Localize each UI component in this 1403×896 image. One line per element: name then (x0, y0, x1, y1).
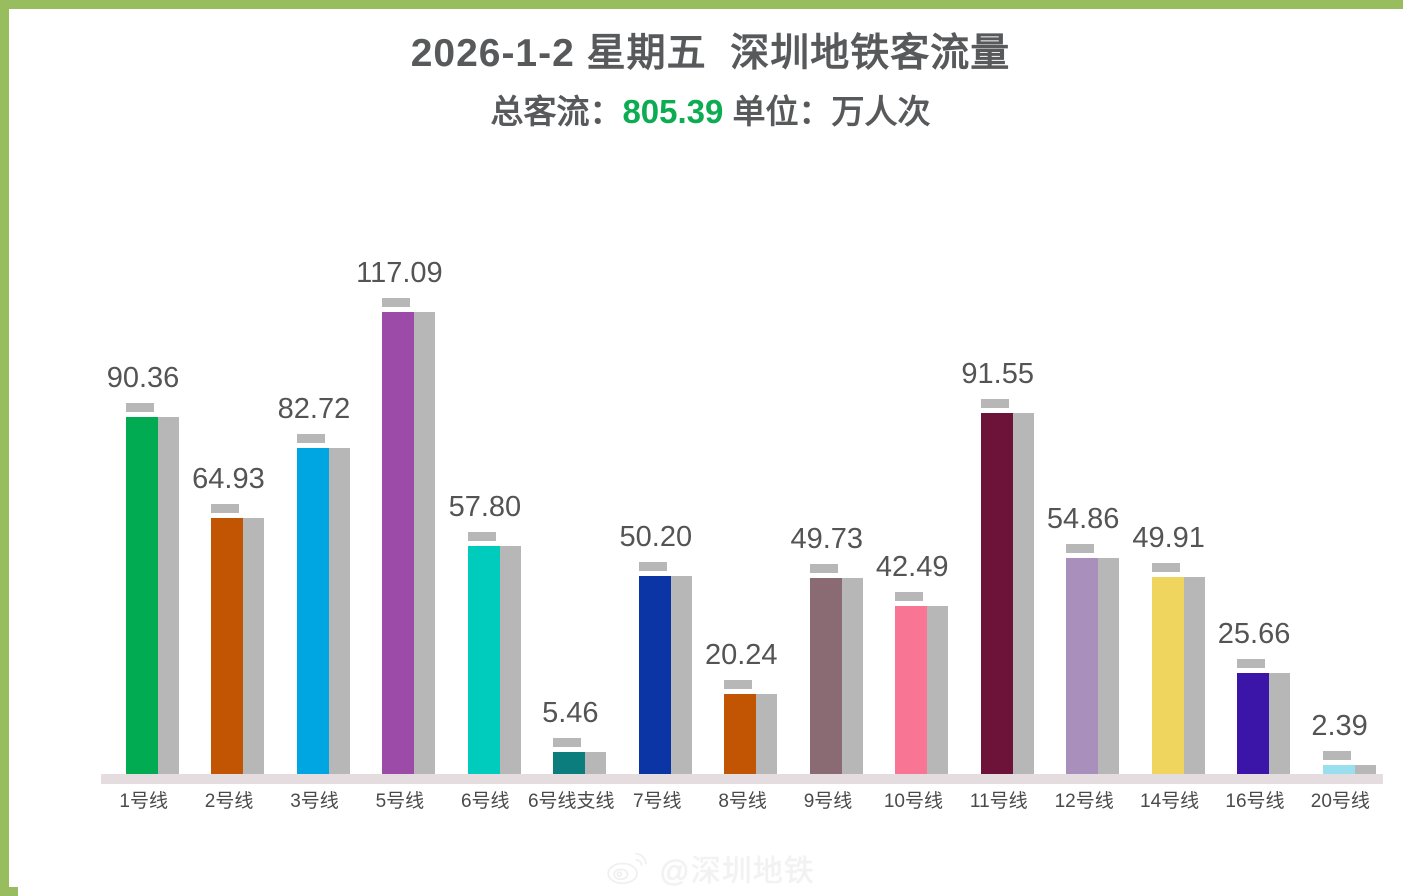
bar-shadow-cap (980, 399, 1009, 408)
x-label-6号线: 6号线 (460, 791, 510, 812)
bar-shadow (1336, 765, 1376, 774)
bar-shadow-cap (126, 403, 154, 412)
bar-shadow-cap (467, 532, 496, 541)
plot-area: 90.36 64.93 82.72 117.09 57.80 5.46 50.20 20.24… (18, 189, 1403, 789)
bar-12号线[interactable] (1066, 558, 1099, 774)
bar-group[interactable]: 25.66 (1212, 189, 1297, 774)
bar-10号线[interactable] (895, 606, 928, 774)
x-label-3号线: 3号线 (290, 791, 339, 812)
watermark-text: @深圳地铁 (659, 855, 815, 888)
bar-5号线[interactable] (382, 312, 415, 774)
chart-canvas: 2026-1-2 星期五 深圳地铁客流量 总客流：805.39 单位：万人次 9… (18, 9, 1403, 896)
bar-shadow-cap (1237, 659, 1266, 668)
bar-value-label: 20.24 (704, 639, 778, 671)
bar-shadow-cap (809, 564, 838, 573)
bar-group[interactable]: 54.86 (1041, 189, 1126, 774)
bar-value-label: 42.49 (875, 551, 949, 583)
axis-baseline (101, 774, 1383, 784)
x-label-5号线: 5号线 (375, 791, 425, 812)
bar-shadow-cap (1322, 751, 1351, 760)
watermark: @深圳地铁 (18, 841, 1403, 895)
bar-group[interactable]: 50.20 (614, 189, 699, 774)
bar-group[interactable]: 117.09 (356, 189, 443, 774)
bar-shadow-cap (1066, 544, 1095, 553)
bar-value-label: 64.93 (192, 463, 265, 495)
weibo-icon (607, 852, 648, 885)
chart-subtitle: 总客流：805.39 单位：万人次 (18, 89, 1403, 135)
bar-group[interactable]: 49.91 (1127, 189, 1212, 774)
subtitle-suffix: 单位：万人次 (723, 93, 931, 130)
bar-group[interactable]: 2.39 (1298, 189, 1383, 774)
x-label-16号线: 16号线 (1225, 791, 1285, 812)
bar-shadow-cap (211, 504, 240, 513)
total-ridership-value: 805.39 (622, 93, 724, 130)
bar-6号线支线[interactable] (553, 752, 586, 774)
x-label-8号线: 8号线 (718, 791, 767, 812)
bar-shadow-cap (724, 680, 753, 689)
bar-group[interactable]: 5.46 (528, 189, 613, 774)
x-label-1号线: 1号线 (119, 791, 168, 812)
x-label-7号线: 7号线 (632, 791, 682, 812)
bar-value-label: 91.55 (961, 358, 1034, 390)
bar-14号线[interactable] (1151, 577, 1184, 774)
bar-7号线[interactable] (638, 576, 671, 774)
bar-9号线[interactable] (809, 578, 842, 774)
bar-shadow-cap (1151, 563, 1180, 572)
bar-value-label: 82.72 (277, 393, 351, 425)
bar-shadow-cap (296, 434, 325, 443)
x-label-6号线支线: 6号线支线 (527, 791, 615, 812)
bar-shadow-cap (553, 738, 582, 747)
bar-8号线[interactable] (724, 694, 757, 774)
bar-group[interactable]: 20.24 (699, 189, 784, 774)
bar-group[interactable]: 91.55 (956, 189, 1041, 774)
bar-shadow-cap (638, 562, 667, 571)
x-label-14号线: 14号线 (1140, 791, 1200, 812)
bar-value-label: 49.73 (790, 523, 864, 555)
bar-group[interactable]: 82.72 (272, 189, 357, 774)
x-label-11号线: 11号线 (969, 791, 1028, 812)
x-axis-labels: 1号线 2号线 3号线 5号线 6号线 6号线支线 7号线 8号线 9号线 10号线 11号线 12号… (101, 787, 1383, 823)
bar-shadow-cap (895, 592, 924, 601)
bar-value-label: 49.91 (1132, 522, 1205, 554)
bar-2号线[interactable] (211, 518, 244, 774)
bar-value-label: 50.20 (619, 521, 693, 553)
bar-group[interactable]: 42.49 (870, 189, 955, 774)
bar-group[interactable]: 64.93 (186, 189, 271, 774)
x-label-9号线: 9号线 (803, 791, 853, 812)
bar-value-label: 117.09 (356, 257, 443, 289)
chart-header: 2026-1-2 星期五 深圳地铁客流量 总客流：805.39 单位：万人次 (18, 27, 1403, 135)
bar-group[interactable]: 57.80 (443, 189, 528, 774)
bar-value-label: 54.86 (1046, 503, 1120, 535)
bar-value-label: 57.80 (448, 491, 522, 523)
x-label-20号线: 20号线 (1310, 791, 1370, 812)
bar-group[interactable]: 49.73 (785, 189, 870, 774)
bar-11号线[interactable] (980, 413, 1013, 774)
bar-1号线[interactable] (126, 417, 158, 774)
bar-16号线[interactable] (1237, 673, 1270, 774)
bar-3号线[interactable] (296, 448, 329, 774)
x-label-2号线: 2号线 (204, 791, 254, 812)
bar-value-label: 2.39 (1311, 710, 1368, 742)
chart-title: 2026-1-2 星期五 深圳地铁客流量 (410, 32, 1011, 75)
x-label-12号线: 12号线 (1054, 791, 1114, 812)
subtitle-prefix: 总客流： (490, 93, 623, 130)
bar-series: 90.36 64.93 82.72 117.09 57.80 5.46 50.20 20.24… (101, 189, 1383, 774)
bar-group[interactable]: 90.36 (101, 189, 186, 774)
bar-6号线[interactable] (467, 546, 500, 774)
bar-value-label: 90.36 (106, 362, 180, 394)
bar-shadow-cap (382, 298, 411, 307)
x-label-10号线: 10号线 (883, 791, 943, 812)
bar-value-label: 25.66 (1217, 618, 1291, 650)
bar-20号线[interactable] (1322, 765, 1355, 774)
bar-value-label: 5.46 (542, 697, 599, 729)
